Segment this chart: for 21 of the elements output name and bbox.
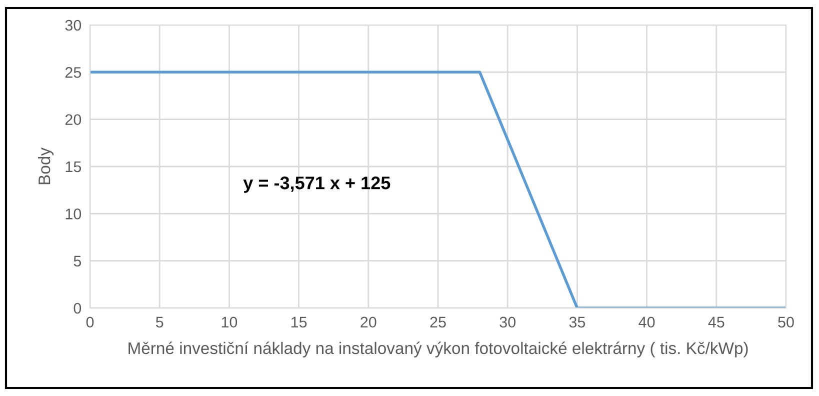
x-tick-label: 15 bbox=[291, 316, 307, 328]
y-tick-label: 10 bbox=[66, 208, 82, 220]
x-tick-label: 25 bbox=[430, 316, 446, 328]
x-tick-label: 20 bbox=[360, 316, 376, 328]
x-tick-label: 30 bbox=[500, 316, 516, 328]
y-tick-label: 5 bbox=[74, 256, 82, 267]
x-tick-label: 45 bbox=[708, 316, 724, 328]
x-tick-label: 0 bbox=[86, 316, 94, 328]
y-tick-label: 25 bbox=[65, 67, 82, 78]
x-tick-label: 50 bbox=[778, 316, 794, 328]
annotation: y = -3,571 x + 125 bbox=[243, 176, 390, 193]
y-tick-label: 0 bbox=[74, 302, 82, 314]
y-tick-label: 30 bbox=[65, 20, 82, 31]
y-axis-title: Body bbox=[38, 148, 54, 184]
x-axis-title: Měrné investiční náklady na instalovaný výkon fotovoltaické elektrárny ( tis. Kč/kWp) bbox=[128, 342, 748, 358]
y-tick-label: 20 bbox=[65, 114, 82, 126]
x-tick-label: 10 bbox=[222, 316, 238, 328]
x-tick-label: 40 bbox=[638, 316, 655, 328]
x-tick-label: 5 bbox=[156, 316, 164, 328]
x-tick-label: 35 bbox=[569, 316, 586, 328]
y-tick-label: 15 bbox=[66, 162, 82, 172]
